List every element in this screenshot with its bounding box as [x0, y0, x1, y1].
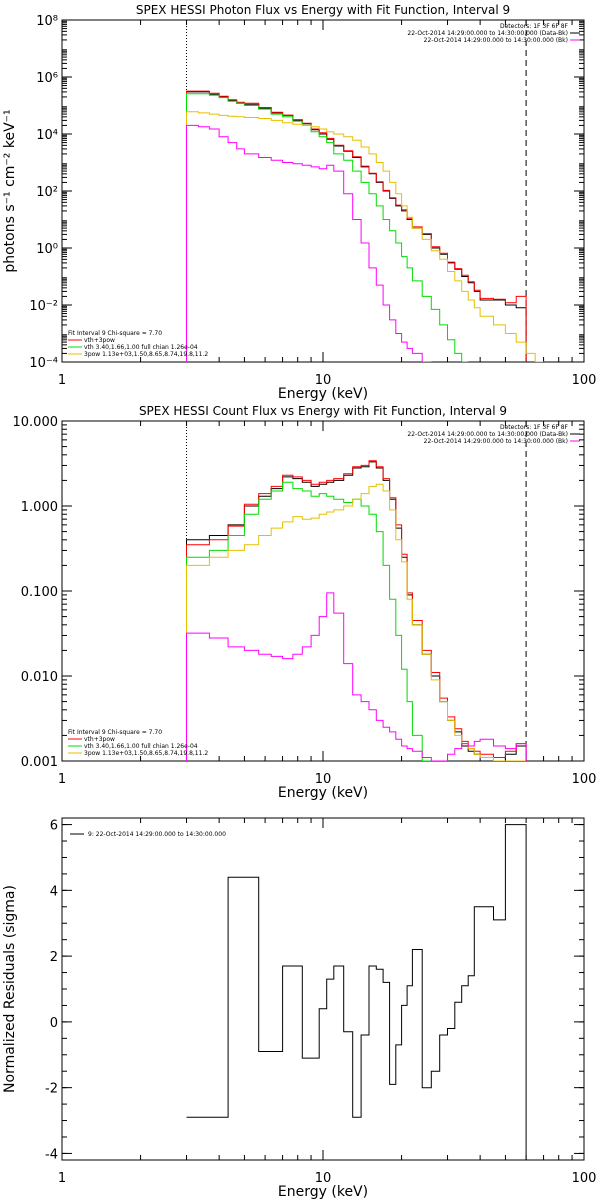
panel2-x-tick-label: 1	[58, 772, 66, 787]
panel3-x-label: Energy (keV)	[278, 1184, 368, 1200]
panel3-x-tick-label: 1	[58, 1171, 66, 1186]
panel1-y-tick-label: 10⁻²	[29, 299, 58, 314]
panel2-y-tick-label: 0.001	[21, 755, 58, 770]
panel2-legend-bottom-item: vth+3pow	[84, 736, 115, 743]
panel2-y-tick-label: 1.000	[21, 500, 58, 515]
panel1-legend-bottom-item: vth 3.40,1.66,1.00 full chian 1.26e-04	[84, 344, 198, 351]
panel2-series-1	[186, 460, 527, 761]
panel1-legend-bottom-item: vth+3pow	[84, 337, 115, 344]
panel1-series-1	[186, 90, 527, 362]
panel1-y-tick-label: 10²	[36, 185, 58, 200]
panel1-y-label: photons s⁻¹ cm⁻² keV⁻¹	[2, 109, 18, 272]
panel2-legend-top-item: Detectors: 1F 3F 6F 8F	[500, 424, 569, 431]
panel3-x-tick-label: 100	[572, 1171, 597, 1186]
panel3-y-tick-label: -4	[45, 1147, 58, 1162]
panel2-y-tick-label: 10.000	[13, 415, 59, 430]
panel1-y-tick-label: 10⁻⁴	[29, 356, 58, 371]
panel1-series-0	[186, 91, 527, 362]
panel3-y-tick-label: 0	[50, 1016, 58, 1031]
panel3-y-tick-label: 2	[50, 950, 58, 965]
panel2-legend-top-item: 22-Oct-2014 14:29:00.000 to 14:30:00.000…	[424, 438, 568, 445]
panel2-series-0	[186, 461, 527, 761]
panel2-series-4	[186, 592, 527, 761]
panel1-title: SPEX HESSI Photon Flux vs Energy with Fi…	[136, 3, 510, 17]
panel3-series-0	[186, 824, 527, 1160]
panel1-legend-bottom-item: 3pow 1.13e+03,1.50,8.65,8.74,19.8,11.2	[84, 351, 208, 358]
panel3-y-label: Normalized Residuals (sigma)	[2, 885, 18, 1093]
panel2-frame	[61, 420, 585, 762]
panel1-series-3	[186, 111, 544, 362]
panel2-title: SPEX HESSI Count Flux vs Energy with Fit…	[139, 404, 507, 418]
panel1-y-tick-label: 10⁰	[36, 242, 58, 257]
panel1-legend-top-item: Detectors: 1F 3F 6F 8F	[500, 23, 569, 30]
panel2-legend-top-item: 22-Oct-2014 14:29:00.000 to 14:30:00.000…	[407, 431, 568, 438]
panel1-y-tick-label: 10⁸	[36, 14, 58, 29]
panel3-series-group	[186, 824, 527, 1160]
panel1-x-tick-label: 10	[315, 373, 332, 388]
panel1-series-group	[186, 90, 544, 362]
panel2-legend-bottom-item: 3pow 1.13e+03,1.50,8.65,8.74,19.8,11.2	[84, 750, 208, 757]
panel2-x-label: Energy (keV)	[278, 785, 368, 801]
panel1-x-tick-label: 100	[572, 373, 597, 388]
panel2-x-tick-label: 10	[315, 772, 332, 787]
panel2-legend-bottom-item: vth 3.40,1.66,1.00 full chian 1.26e-04	[84, 743, 198, 750]
panel3-y-tick-label: -2	[45, 1082, 58, 1097]
panel2-y-tick-label: 0.100	[21, 585, 58, 600]
panel2-series-3	[186, 483, 527, 761]
panel1-legend-top-item: 22-Oct-2014 14:29:00.000 to 14:30:00.000…	[424, 37, 568, 44]
panel1-legend-top-item: 22-Oct-2014 14:29:00.000 to 14:30:00.000…	[407, 30, 568, 37]
panel2-x-tick-label: 100	[572, 772, 597, 787]
panel2-series-2	[186, 481, 440, 761]
panel1-series-4	[186, 124, 432, 362]
panel1-x-label: Energy (keV)	[278, 386, 368, 402]
panel1-y-tick-label: 10⁴	[36, 128, 58, 143]
panel3-legend-top-item: 9: 22-Oct-2014 14:29:00.000 to 14:30:00.…	[88, 831, 226, 838]
panel1-frame	[61, 19, 585, 363]
panel3-y-tick-label: 4	[50, 884, 58, 899]
panel1-x-tick-label: 1	[58, 373, 66, 388]
panel2-legend-bottom-item: Fit Interval 9 Chi-square = 7.70	[68, 729, 162, 736]
panel1-series-2	[186, 93, 469, 362]
panel1-y-tick-label: 10⁶	[36, 71, 58, 86]
panel2-series-group	[186, 460, 527, 761]
panel3-x-tick-label: 10	[315, 1171, 332, 1186]
panel3-y-tick-label: 6	[50, 819, 58, 834]
panel2-y-tick-label: 0.010	[21, 670, 58, 685]
panel1-legend-bottom-item: Fit Interval 9 Chi-square = 7.70	[68, 330, 162, 337]
